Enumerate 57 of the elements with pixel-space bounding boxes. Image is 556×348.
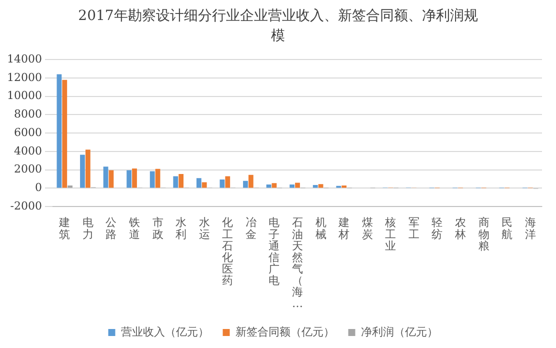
bar [312,185,318,188]
legend-label: 净利润（亿元） [360,325,438,338]
bar [272,183,277,188]
x-tick-label: 轻纺 [432,216,443,241]
bar [178,174,184,188]
x-tick-label: 民航 [502,216,513,241]
x-tick-label: 石油天然气（海… [292,216,303,310]
legend-label: 营业收入（亿元） [120,325,209,338]
bar [126,170,132,188]
x-tick-label: 电子通信广电 [268,216,280,287]
x-tick-label: 海洋 [524,216,536,241]
bar [80,154,85,188]
bar [202,182,207,188]
bar [243,180,248,188]
x-tick-label: 军工 [408,216,420,241]
y-tick-label: -2000 [10,199,42,212]
bar [56,74,62,188]
x-tick-label: 化工石化医药 [222,216,234,287]
x-tick-label: 建筑 [58,216,70,241]
bar [85,150,90,188]
x-tick-label: 铁道 [128,216,140,241]
y-tick-label: 0 [34,181,42,194]
bar [173,176,178,188]
bar [295,182,300,188]
y-tick-label: 8000 [14,108,42,121]
x-tick-label: 煤炭 [362,216,373,241]
x-tick-label: 水利 [176,216,187,241]
bar [108,170,114,188]
x-tick-label: 商物粮 [478,216,490,252]
y-tick-label: 4000 [14,144,42,158]
chart-title: 2017年勘察设计细分行业企业营业收入、新签合同额、净利润规模 [78,7,478,46]
bar [150,171,155,188]
bar [342,185,347,188]
bar [225,176,230,188]
bar [103,166,108,188]
x-tick-label: 市政 [152,216,164,241]
x-tick-label: 水运 [198,216,210,241]
y-tick-label: 10000 [6,89,42,102]
x-tick-label: 建材 [338,216,350,241]
bar [132,168,137,188]
x-tick-label: 电力 [82,216,94,241]
bar [248,174,254,188]
bar [196,178,202,188]
y-tick-label: 6000 [14,126,42,139]
x-tick-label: 农林 [454,216,466,241]
x-tick-label: 核工业 [384,216,396,252]
x-tick-label: 机械 [315,216,326,241]
y-tick-label: 14000 [6,52,42,66]
x-tick-label: 公路 [106,216,117,241]
bar [68,185,73,188]
x-tick-label: 冶金 [245,216,256,241]
legend-label: 新签合同额（亿元） [235,325,334,338]
y-tick-label: 12000 [6,70,42,84]
bar [290,184,295,188]
y-tick-label: 2000 [14,162,42,176]
bar [62,80,68,188]
bar [155,168,160,188]
